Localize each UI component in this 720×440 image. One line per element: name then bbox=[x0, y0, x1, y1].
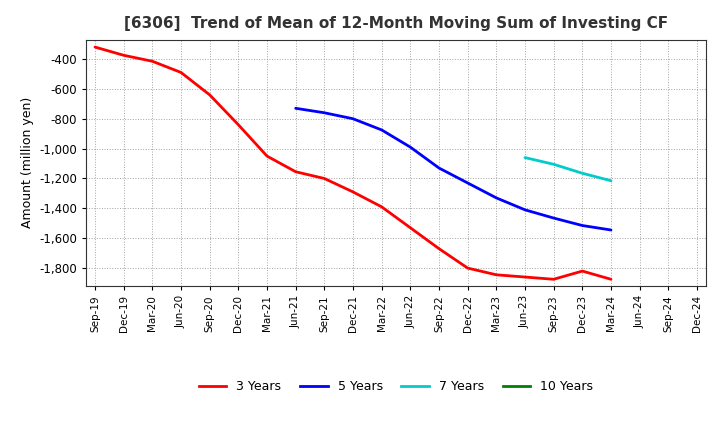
Title: [6306]  Trend of Mean of 12-Month Moving Sum of Investing CF: [6306] Trend of Mean of 12-Month Moving … bbox=[124, 16, 668, 32]
5 Years bbox=[348, 116, 357, 121]
5 Years bbox=[292, 106, 300, 111]
3 Years bbox=[464, 265, 472, 271]
3 Years bbox=[406, 225, 415, 231]
3 Years bbox=[492, 272, 500, 278]
3 Years bbox=[263, 154, 271, 159]
5 Years bbox=[464, 180, 472, 186]
5 Years bbox=[406, 144, 415, 150]
5 Years bbox=[435, 165, 444, 171]
5 Years bbox=[492, 195, 500, 201]
5 Years bbox=[377, 127, 386, 132]
3 Years bbox=[176, 70, 185, 75]
3 Years bbox=[234, 122, 243, 127]
3 Years bbox=[549, 277, 558, 282]
3 Years bbox=[148, 59, 157, 64]
Line: 3 Years: 3 Years bbox=[95, 47, 611, 279]
Line: 7 Years: 7 Years bbox=[525, 158, 611, 181]
7 Years bbox=[549, 161, 558, 167]
3 Years bbox=[578, 268, 587, 274]
3 Years bbox=[348, 189, 357, 194]
Line: 5 Years: 5 Years bbox=[296, 108, 611, 230]
5 Years bbox=[578, 223, 587, 228]
3 Years bbox=[91, 44, 99, 50]
3 Years bbox=[521, 275, 529, 280]
5 Years bbox=[521, 207, 529, 213]
3 Years bbox=[320, 176, 328, 181]
3 Years bbox=[120, 53, 128, 58]
5 Years bbox=[549, 216, 558, 221]
3 Years bbox=[607, 277, 616, 282]
3 Years bbox=[205, 92, 214, 98]
7 Years bbox=[521, 155, 529, 160]
3 Years bbox=[435, 246, 444, 251]
5 Years bbox=[320, 110, 328, 115]
Y-axis label: Amount (million yen): Amount (million yen) bbox=[21, 97, 34, 228]
7 Years bbox=[607, 178, 616, 183]
Legend: 3 Years, 5 Years, 7 Years, 10 Years: 3 Years, 5 Years, 7 Years, 10 Years bbox=[194, 375, 598, 398]
3 Years bbox=[377, 204, 386, 209]
7 Years bbox=[578, 171, 587, 176]
3 Years bbox=[292, 169, 300, 174]
5 Years bbox=[607, 227, 616, 233]
